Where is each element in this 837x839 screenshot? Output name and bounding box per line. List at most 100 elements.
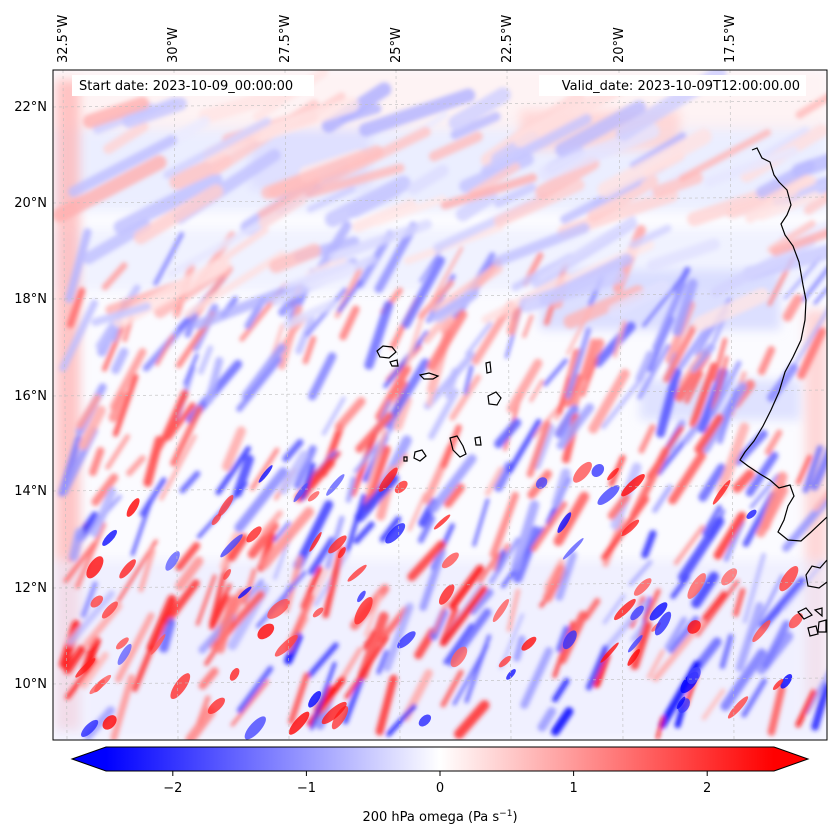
omega-streak — [735, 602, 764, 672]
omega-streak — [284, 632, 303, 665]
omega-streak — [345, 493, 367, 553]
omega-streak — [383, 358, 430, 429]
omega-streak — [91, 302, 151, 327]
omega-core — [597, 485, 620, 506]
omega-streak — [163, 117, 272, 179]
omega-streak — [429, 454, 477, 514]
omega-streak — [663, 324, 697, 383]
omega-streak — [242, 568, 257, 606]
omega-streak — [492, 222, 590, 267]
omega-streak — [105, 433, 130, 470]
omega-streak — [261, 145, 384, 200]
omega-streak — [713, 511, 747, 560]
omega-streak — [767, 220, 816, 254]
omega-streak — [363, 593, 383, 638]
omega-streak — [91, 473, 119, 507]
sao-nicolau-island — [418, 372, 440, 380]
omega-streak — [64, 228, 92, 303]
lat-label: 12°N — [14, 581, 47, 596]
omega-streak — [488, 537, 521, 585]
omega-streak — [433, 600, 449, 634]
omega-streak — [588, 368, 630, 434]
omega-streak — [587, 174, 659, 223]
omega-streak — [183, 250, 286, 318]
meridian-line — [729, 69, 735, 741]
omega-core — [267, 598, 290, 619]
omega-streak — [745, 451, 779, 497]
omega-streak — [257, 177, 322, 218]
omega-streak — [131, 646, 154, 692]
omega-core — [288, 711, 310, 735]
omega-core — [779, 565, 799, 592]
colorbar-label-close: ) — [512, 810, 517, 825]
santiago-island — [449, 435, 467, 458]
omega-streak — [116, 539, 158, 603]
omega-streak — [308, 352, 337, 401]
omega-core — [727, 696, 749, 719]
omega-streak — [407, 540, 446, 582]
omega-streak — [133, 184, 224, 245]
omega-core — [573, 461, 592, 483]
omega-core — [450, 646, 468, 668]
omega-streak — [283, 299, 338, 329]
omega-streak — [65, 657, 98, 700]
omega-streak — [304, 287, 348, 337]
omega-streak — [556, 625, 570, 653]
longitude-labels: 32.5°W 30°W 27.5°W 25°W 22.5°W 20°W 17.5… — [56, 15, 738, 63]
omega-core — [627, 635, 643, 653]
omega-streak — [322, 546, 345, 619]
omega-streak — [601, 380, 641, 430]
omega-core — [207, 697, 225, 714]
omega-core — [357, 590, 366, 603]
lat-label: 10°N — [14, 677, 47, 692]
omega-streak — [431, 246, 464, 302]
colorbar-body — [106, 747, 774, 771]
omega-streak — [538, 123, 660, 181]
omega-streak — [581, 357, 599, 397]
lat-label: 20°N — [14, 196, 47, 211]
omega-streak — [701, 590, 727, 622]
omega-streak — [741, 678, 768, 718]
omega-streak — [139, 477, 167, 517]
omega-streak — [646, 238, 720, 272]
omega-streak — [324, 175, 411, 228]
omega-streak — [795, 689, 817, 728]
omega-streak — [668, 451, 706, 505]
colorbar-label-sup: −1 — [499, 809, 512, 819]
omega-streak — [537, 707, 557, 732]
omega-core — [150, 634, 166, 655]
omega-core — [591, 464, 605, 477]
omega-streak — [613, 320, 627, 358]
omega-core — [115, 637, 129, 650]
omega-core — [687, 573, 706, 599]
omega-streak — [677, 325, 711, 370]
omega-streak — [560, 177, 642, 224]
omega-streak — [269, 243, 321, 274]
valid-date-label: Valid_date: 2023-10-09T12:00:00.00 — [562, 79, 800, 94]
omega-streak — [688, 342, 716, 373]
omega-core — [621, 474, 645, 497]
omega-streak — [138, 548, 156, 593]
omega-streak — [293, 445, 317, 490]
graticule — [52, 69, 828, 741]
omega-streaks — [53, 70, 827, 740]
omega-streak — [813, 489, 827, 512]
omega-streak — [401, 256, 445, 329]
omega-streak — [198, 667, 219, 690]
omega-core — [211, 513, 222, 526]
omega-core — [257, 623, 275, 640]
omega-streak — [687, 174, 813, 227]
omega-streak — [510, 500, 540, 572]
omega-streak — [522, 314, 534, 339]
omega-streak — [66, 287, 86, 329]
lon-label: 22.5°W — [500, 15, 515, 63]
omega-streak — [529, 379, 544, 403]
omega-core — [165, 551, 180, 571]
omega-core — [772, 679, 784, 690]
brava-island — [403, 456, 408, 462]
omega-streak — [90, 487, 117, 538]
omega-streak — [530, 501, 568, 552]
omega-streak — [757, 345, 776, 376]
omega-streak — [163, 579, 200, 625]
omega-streak — [684, 371, 704, 404]
